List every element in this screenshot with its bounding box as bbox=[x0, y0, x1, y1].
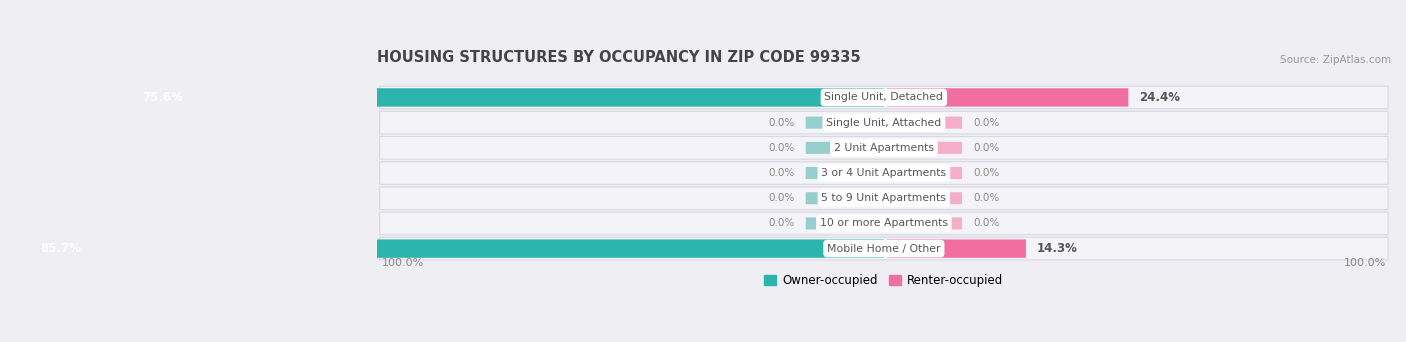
Legend: Owner-occupied, Renter-occupied: Owner-occupied, Renter-occupied bbox=[759, 270, 1008, 292]
Text: 0.0%: 0.0% bbox=[973, 143, 1000, 153]
Text: 0.0%: 0.0% bbox=[769, 118, 794, 128]
FancyBboxPatch shape bbox=[806, 117, 882, 129]
Text: Mobile Home / Other: Mobile Home / Other bbox=[827, 244, 941, 254]
Text: 0.0%: 0.0% bbox=[769, 168, 794, 178]
Text: HOUSING STRUCTURES BY OCCUPANCY IN ZIP CODE 99335: HOUSING STRUCTURES BY OCCUPANCY IN ZIP C… bbox=[377, 50, 860, 65]
Text: 0.0%: 0.0% bbox=[769, 193, 794, 203]
FancyBboxPatch shape bbox=[887, 142, 962, 154]
Text: 0.0%: 0.0% bbox=[973, 168, 1000, 178]
Text: 24.4%: 24.4% bbox=[1139, 91, 1181, 104]
FancyBboxPatch shape bbox=[120, 88, 884, 107]
FancyBboxPatch shape bbox=[887, 117, 962, 129]
Text: 0.0%: 0.0% bbox=[769, 143, 794, 153]
FancyBboxPatch shape bbox=[380, 136, 1388, 159]
FancyBboxPatch shape bbox=[887, 218, 962, 229]
Text: Single Unit, Detached: Single Unit, Detached bbox=[824, 92, 943, 103]
Text: 100.0%: 100.0% bbox=[382, 259, 425, 268]
Text: Source: ZipAtlas.com: Source: ZipAtlas.com bbox=[1279, 54, 1391, 65]
FancyBboxPatch shape bbox=[887, 167, 962, 179]
Text: 0.0%: 0.0% bbox=[973, 219, 1000, 228]
Text: 2 Unit Apartments: 2 Unit Apartments bbox=[834, 143, 934, 153]
FancyBboxPatch shape bbox=[18, 239, 884, 258]
Text: 0.0%: 0.0% bbox=[973, 118, 1000, 128]
Text: 0.0%: 0.0% bbox=[973, 193, 1000, 203]
FancyBboxPatch shape bbox=[887, 239, 1026, 258]
FancyBboxPatch shape bbox=[380, 162, 1388, 184]
Text: 10 or more Apartments: 10 or more Apartments bbox=[820, 219, 948, 228]
Text: 0.0%: 0.0% bbox=[769, 219, 794, 228]
Text: 100.0%: 100.0% bbox=[1344, 259, 1386, 268]
FancyBboxPatch shape bbox=[887, 88, 1129, 107]
Text: 5 to 9 Unit Apartments: 5 to 9 Unit Apartments bbox=[821, 193, 946, 203]
Text: 75.6%: 75.6% bbox=[142, 91, 183, 104]
Text: 85.7%: 85.7% bbox=[39, 242, 82, 255]
Text: 3 or 4 Unit Apartments: 3 or 4 Unit Apartments bbox=[821, 168, 946, 178]
FancyBboxPatch shape bbox=[806, 142, 882, 154]
FancyBboxPatch shape bbox=[806, 192, 882, 204]
FancyBboxPatch shape bbox=[806, 218, 882, 229]
FancyBboxPatch shape bbox=[380, 212, 1388, 235]
FancyBboxPatch shape bbox=[806, 167, 882, 179]
FancyBboxPatch shape bbox=[380, 86, 1388, 109]
Text: 14.3%: 14.3% bbox=[1038, 242, 1078, 255]
FancyBboxPatch shape bbox=[380, 237, 1388, 260]
FancyBboxPatch shape bbox=[887, 192, 962, 204]
FancyBboxPatch shape bbox=[380, 111, 1388, 134]
Text: Single Unit, Attached: Single Unit, Attached bbox=[827, 118, 942, 128]
FancyBboxPatch shape bbox=[380, 187, 1388, 210]
